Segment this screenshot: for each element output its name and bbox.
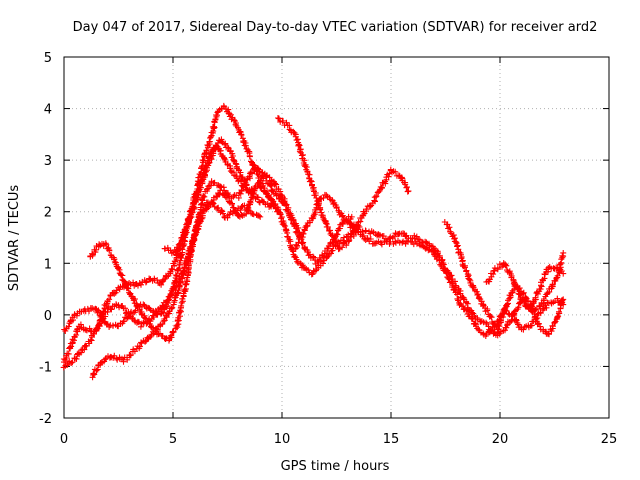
x-tick-label: 15 (383, 432, 400, 447)
series-markers (161, 142, 360, 278)
x-tick-label: 10 (274, 432, 291, 447)
series-track-7 (275, 115, 412, 253)
chart-title: Day 047 of 2017, Sidereal Day-to-day VTE… (73, 20, 598, 35)
series-markers (483, 260, 567, 314)
y-tick-label: 4 (44, 103, 52, 118)
series-track-10 (441, 219, 567, 335)
series-track-6 (161, 142, 360, 278)
plot-frame (63, 56, 610, 419)
x-tick-label: 20 (492, 432, 509, 447)
y-tick-label: 0 (44, 309, 52, 324)
y-tick-label: 1 (44, 257, 52, 272)
y-tick-label: -2 (39, 412, 52, 427)
axis-ticks: 0 5 10 15 20 25 -2 -1 0 1 2 3 4 5 (39, 51, 617, 447)
series-track-5 (89, 199, 264, 381)
y-tick-label: 2 (44, 206, 52, 221)
data-points (60, 102, 567, 381)
x-axis-label: GPS time / hours (281, 459, 390, 474)
series-markers (275, 115, 412, 253)
y-tick-label: 3 (44, 154, 52, 169)
grid (64, 57, 609, 418)
series-markers (441, 219, 567, 335)
y-tick-label: 5 (44, 51, 52, 66)
y-tick-label: -1 (39, 360, 52, 375)
y-axis-label: SDTVAR / TECUs (7, 185, 22, 292)
series-track-11 (483, 260, 567, 314)
series-markers (89, 199, 264, 381)
x-tick-label: 0 (60, 432, 68, 447)
x-tick-label: 5 (169, 432, 177, 447)
x-tick-label: 25 (601, 432, 618, 447)
